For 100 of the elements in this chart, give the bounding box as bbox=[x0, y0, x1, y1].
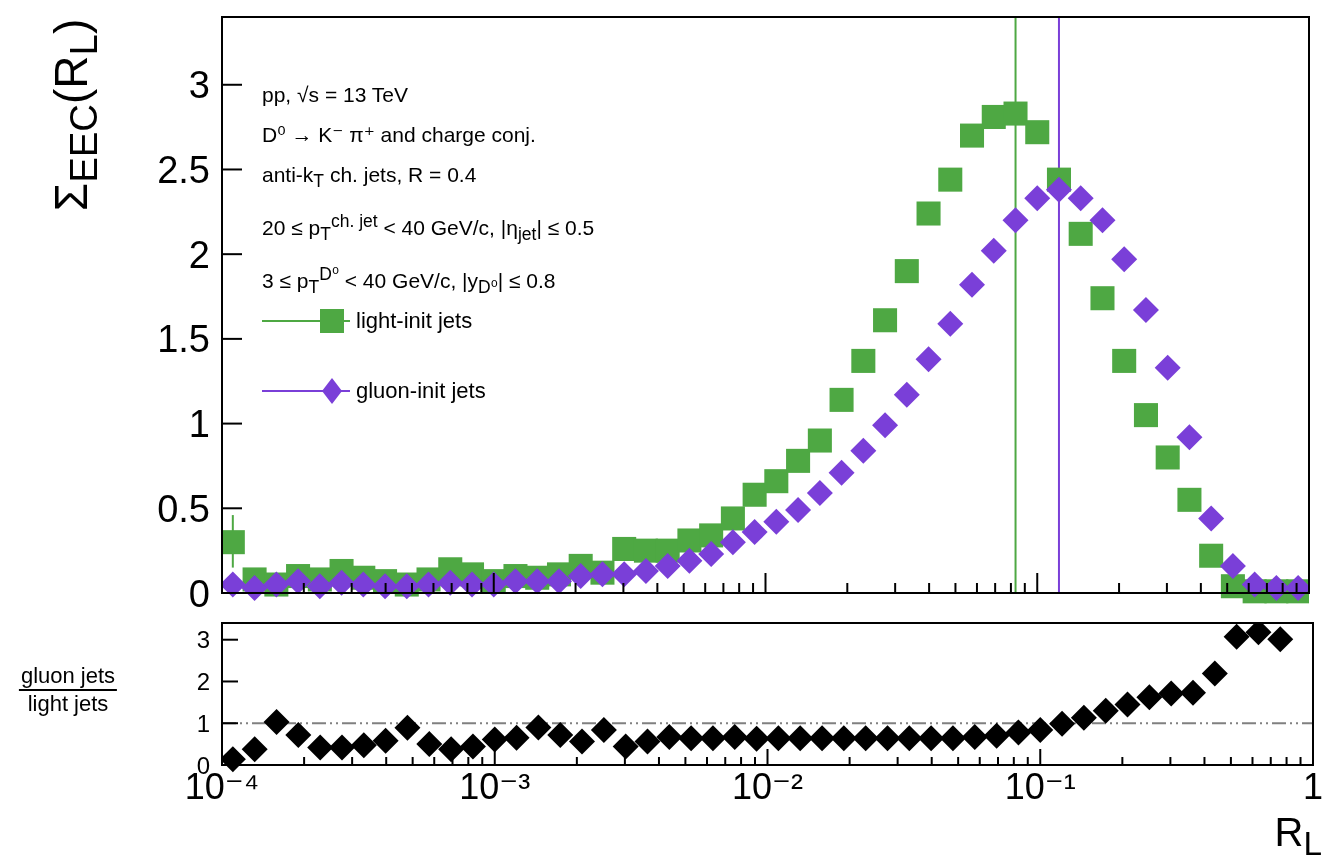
point bbox=[763, 508, 790, 535]
point bbox=[503, 724, 530, 751]
point bbox=[612, 536, 637, 561]
point bbox=[1068, 221, 1093, 246]
point bbox=[678, 725, 705, 752]
point bbox=[959, 271, 986, 298]
point bbox=[1090, 286, 1115, 311]
point bbox=[872, 412, 899, 439]
point bbox=[1180, 679, 1206, 706]
point bbox=[459, 733, 486, 760]
point bbox=[1241, 571, 1268, 598]
y-tick-label: 1.5 bbox=[157, 318, 210, 361]
point bbox=[721, 724, 748, 751]
point bbox=[416, 731, 443, 758]
point bbox=[1133, 403, 1158, 428]
point bbox=[569, 728, 596, 755]
point bbox=[1132, 297, 1159, 324]
point bbox=[1199, 543, 1224, 568]
point bbox=[918, 725, 945, 752]
point bbox=[828, 459, 855, 486]
point bbox=[1025, 120, 1050, 145]
point bbox=[545, 568, 572, 595]
point bbox=[502, 568, 529, 595]
y-tick-label: 3 bbox=[188, 64, 210, 107]
y-tick-label: 1 bbox=[196, 709, 210, 737]
point bbox=[1154, 354, 1181, 381]
point bbox=[1024, 185, 1051, 212]
y-tick-label: 0.5 bbox=[157, 487, 210, 530]
point bbox=[1111, 246, 1138, 273]
point bbox=[611, 561, 638, 588]
point bbox=[699, 725, 726, 752]
point bbox=[438, 736, 465, 763]
point bbox=[894, 259, 919, 284]
x-tick-label: 10⁻³ bbox=[459, 766, 531, 807]
point bbox=[850, 437, 877, 464]
annotation: pp, √s = 13 TeV bbox=[262, 82, 409, 108]
annotation: 3 ≤ p$_{T}$$^{D⁰}$ < 40 GeV/c, |y$_{D⁰}$| ≤ 0.8 bbox=[262, 263, 557, 300]
point bbox=[525, 714, 552, 741]
point bbox=[612, 733, 639, 760]
point bbox=[1112, 348, 1137, 373]
point bbox=[719, 529, 746, 556]
point bbox=[632, 557, 659, 584]
point bbox=[1176, 424, 1203, 451]
x-tick-label: 1 bbox=[1302, 766, 1324, 807]
point bbox=[874, 725, 901, 752]
point bbox=[786, 448, 811, 473]
point bbox=[1049, 710, 1076, 737]
x-tick-label: 10⁻² bbox=[731, 766, 804, 807]
point bbox=[764, 469, 789, 494]
annotation: 20 ≤ p$_{T}$$^{ch. jet}$ < 40 GeV/c, |η$_{jet}$| ≤ 0.5 bbox=[262, 210, 595, 247]
point bbox=[350, 732, 377, 759]
point bbox=[806, 480, 833, 507]
point bbox=[1067, 185, 1094, 212]
point bbox=[328, 569, 355, 596]
point bbox=[222, 530, 245, 555]
point bbox=[634, 728, 661, 755]
point bbox=[654, 552, 681, 579]
point bbox=[787, 725, 814, 752]
point bbox=[306, 573, 333, 600]
point bbox=[873, 308, 898, 333]
point bbox=[1223, 623, 1250, 650]
point bbox=[1201, 660, 1228, 687]
point bbox=[656, 724, 683, 751]
point bbox=[983, 722, 1010, 749]
point bbox=[809, 725, 836, 752]
point bbox=[285, 568, 312, 595]
point bbox=[350, 571, 377, 598]
annotation: anti-k$_{T}$ ch. jets, R = 0.4 bbox=[262, 162, 478, 194]
point bbox=[1198, 505, 1225, 532]
point bbox=[1219, 552, 1246, 579]
y-tick-label: 3 bbox=[196, 626, 210, 654]
point bbox=[285, 721, 312, 748]
point bbox=[937, 310, 964, 337]
point bbox=[915, 346, 942, 373]
y-tick-label: 2.5 bbox=[157, 148, 210, 191]
point bbox=[743, 725, 770, 752]
point bbox=[785, 496, 812, 523]
point bbox=[1003, 101, 1028, 126]
point bbox=[830, 725, 857, 752]
point bbox=[961, 724, 988, 751]
point bbox=[263, 708, 290, 735]
y-tick-label: 2 bbox=[188, 233, 210, 276]
point bbox=[1267, 626, 1294, 653]
point bbox=[372, 727, 399, 754]
point bbox=[829, 387, 854, 412]
point bbox=[960, 123, 985, 148]
point bbox=[938, 167, 963, 192]
point bbox=[437, 569, 464, 596]
point bbox=[1136, 684, 1163, 711]
point bbox=[547, 721, 574, 748]
point bbox=[394, 714, 421, 741]
point bbox=[741, 519, 768, 546]
point bbox=[1005, 719, 1032, 746]
point bbox=[852, 725, 879, 752]
point bbox=[590, 716, 617, 743]
point bbox=[1114, 691, 1141, 718]
legend-label: gluon-init jets bbox=[356, 378, 486, 405]
point bbox=[765, 725, 792, 752]
point bbox=[481, 726, 508, 753]
point bbox=[980, 237, 1007, 264]
